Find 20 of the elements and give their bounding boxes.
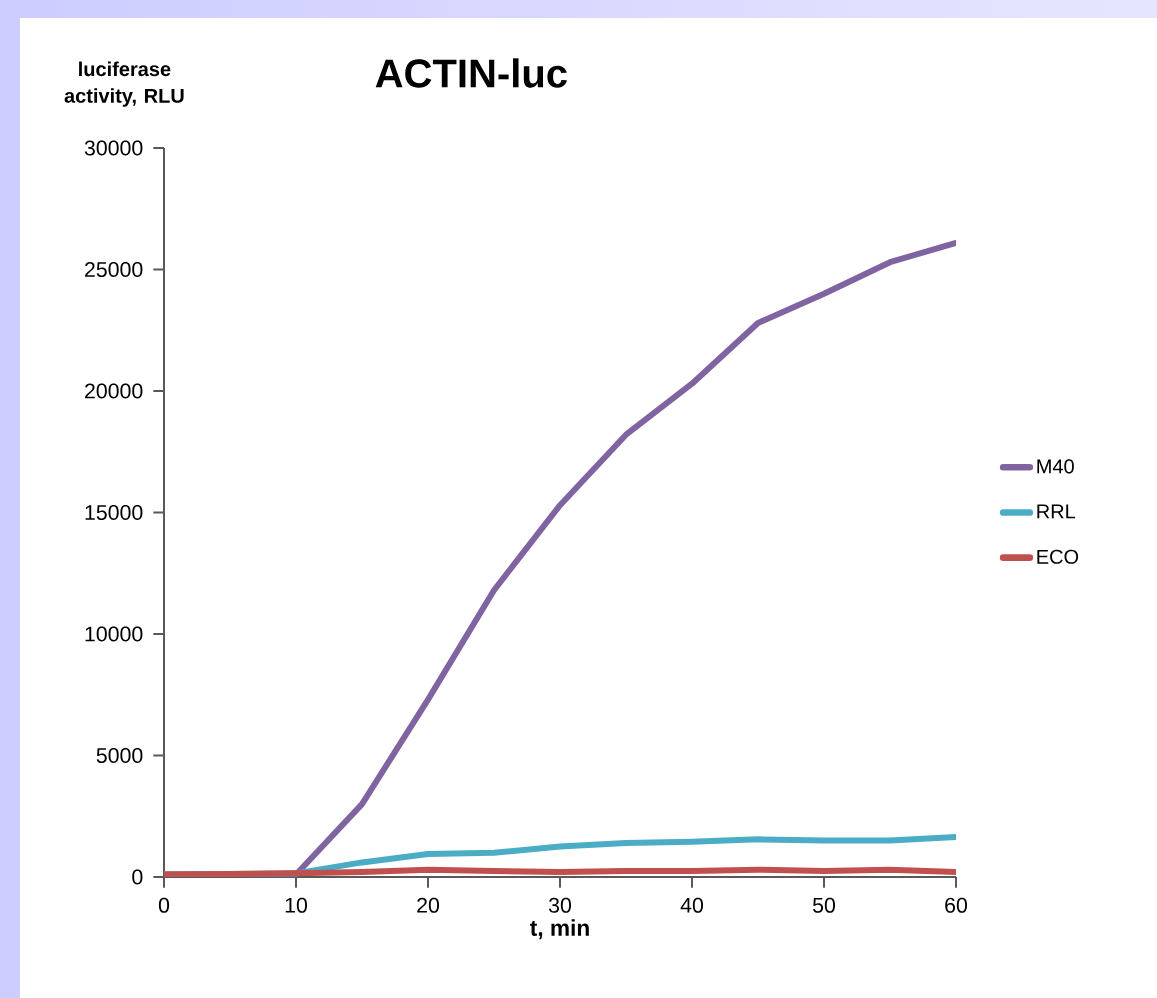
legend-label: ECO	[1037, 549, 1079, 564]
x-tick-label: 30	[548, 897, 572, 913]
y-tick-label: 15000	[85, 504, 143, 521]
y-tick-label: 10000	[85, 626, 143, 642]
y-tick-label: 20000	[85, 383, 143, 399]
x-tick-label: 10	[285, 897, 308, 913]
chart-title: ACTIN-luc	[375, 58, 567, 88]
x-tick-label: 50	[812, 897, 836, 913]
x-tick-label: 60	[945, 897, 968, 913]
legend-label: RRL	[1037, 504, 1076, 519]
x-axis-title: t, min	[530, 919, 589, 940]
legend-label: M40	[1037, 459, 1074, 474]
x-tick-label: 40	[680, 897, 704, 913]
y-tick-label: 30000	[84, 140, 143, 156]
x-tick-label: 0	[158, 897, 170, 913]
y-tick-label: 5000	[96, 747, 143, 764]
y-axis-title: luciferase activity, RLU	[64, 61, 184, 107]
x-tick-label: 20	[417, 897, 440, 913]
y-tick-label: 0	[132, 869, 143, 885]
y-tick-label: 25000	[85, 261, 143, 278]
